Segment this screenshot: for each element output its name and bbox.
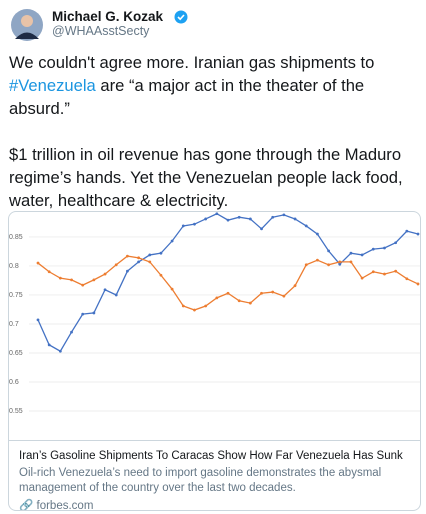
point <box>349 251 353 255</box>
point <box>304 224 308 228</box>
point <box>114 293 118 297</box>
point <box>316 258 319 262</box>
point <box>271 290 275 294</box>
point <box>215 212 219 216</box>
link-card[interactable]: 0.55 0.6 0.65 0.7 0.75 0.8 0.85 Iran’s Gasolin… <box>8 211 421 511</box>
point <box>103 288 107 292</box>
y-tick-label: 0.55 <box>9 408 23 415</box>
point <box>282 213 286 217</box>
point <box>70 278 73 282</box>
point <box>181 224 185 228</box>
point <box>394 269 398 273</box>
point <box>371 270 375 274</box>
point <box>159 251 163 255</box>
point <box>226 218 230 222</box>
point <box>304 263 308 267</box>
point <box>47 343 51 347</box>
tweet-paragraph: $1 trillion in oil revenue has gone thro… <box>9 145 403 210</box>
point <box>338 262 342 266</box>
point <box>293 217 297 221</box>
point <box>416 232 420 236</box>
chart: 0.55 0.6 0.65 0.7 0.75 0.8 0.85 <box>9 212 420 415</box>
card-description: Oil-rich Venezuela’s need to import gaso… <box>19 467 382 494</box>
y-tick-label: 0.6 <box>9 379 19 386</box>
point <box>282 294 286 298</box>
point <box>316 232 319 236</box>
point <box>81 283 85 287</box>
point <box>47 270 51 274</box>
point <box>204 217 208 221</box>
series-line <box>37 255 419 311</box>
text: We couldn't agree more. Iranian gas ship… <box>9 53 375 72</box>
y-tick-label: 0.85 <box>9 234 23 241</box>
point <box>237 215 241 219</box>
point <box>327 249 330 253</box>
point <box>170 287 174 291</box>
point <box>394 241 398 245</box>
point <box>360 253 364 257</box>
avatar[interactable] <box>10 8 44 42</box>
point <box>293 284 297 288</box>
point <box>327 263 330 267</box>
point <box>137 256 140 260</box>
point <box>371 247 375 251</box>
point <box>215 296 219 300</box>
y-tick-label: 0.75 <box>9 292 23 299</box>
point <box>148 253 152 257</box>
point <box>181 304 185 308</box>
point <box>226 291 230 295</box>
point <box>126 254 129 258</box>
point <box>383 272 386 276</box>
point <box>193 308 196 312</box>
point <box>416 282 420 286</box>
point <box>204 304 208 308</box>
y-tick-label: 0.65 <box>9 350 23 357</box>
point <box>159 273 163 277</box>
point <box>92 278 96 282</box>
point <box>271 215 275 219</box>
point <box>260 291 263 295</box>
point <box>148 260 152 264</box>
point <box>383 246 386 250</box>
point <box>170 239 174 243</box>
point <box>81 312 85 316</box>
point <box>58 276 62 280</box>
point <box>260 227 263 231</box>
point <box>126 269 129 273</box>
card-title: Iran’s Gasoline Shipments To Caracas Sho… <box>19 450 403 462</box>
card-domain: 🔗 forbes.com <box>19 500 94 511</box>
text: are “a major act in the theater of the a… <box>9 76 365 118</box>
divider <box>9 440 420 441</box>
series-line <box>37 213 419 353</box>
point <box>237 299 241 303</box>
point <box>70 330 73 334</box>
domain: forbes.com <box>36 500 94 511</box>
point <box>137 260 140 264</box>
point <box>36 261 40 265</box>
verified-badge <box>174 10 188 24</box>
tweet-paragraph: We couldn't agree more. Iranian gas ship… <box>9 51 414 120</box>
point <box>58 349 62 353</box>
point <box>405 229 409 233</box>
point <box>349 260 353 264</box>
point <box>360 276 364 280</box>
author-name[interactable]: Michael G. Kozak <box>52 9 164 24</box>
point <box>248 217 252 221</box>
point <box>405 277 409 281</box>
point <box>114 263 118 267</box>
author-handle[interactable]: @WHAAsstSecty <box>52 24 150 38</box>
y-tick-label: 0.7 <box>9 321 19 328</box>
point <box>36 318 40 322</box>
point <box>92 311 96 315</box>
point <box>248 301 252 305</box>
y-tick-label: 0.8 <box>9 263 19 270</box>
point <box>103 272 107 276</box>
point <box>338 260 342 264</box>
point <box>193 222 196 226</box>
hashtag[interactable]: #Venezuela <box>9 76 96 95</box>
